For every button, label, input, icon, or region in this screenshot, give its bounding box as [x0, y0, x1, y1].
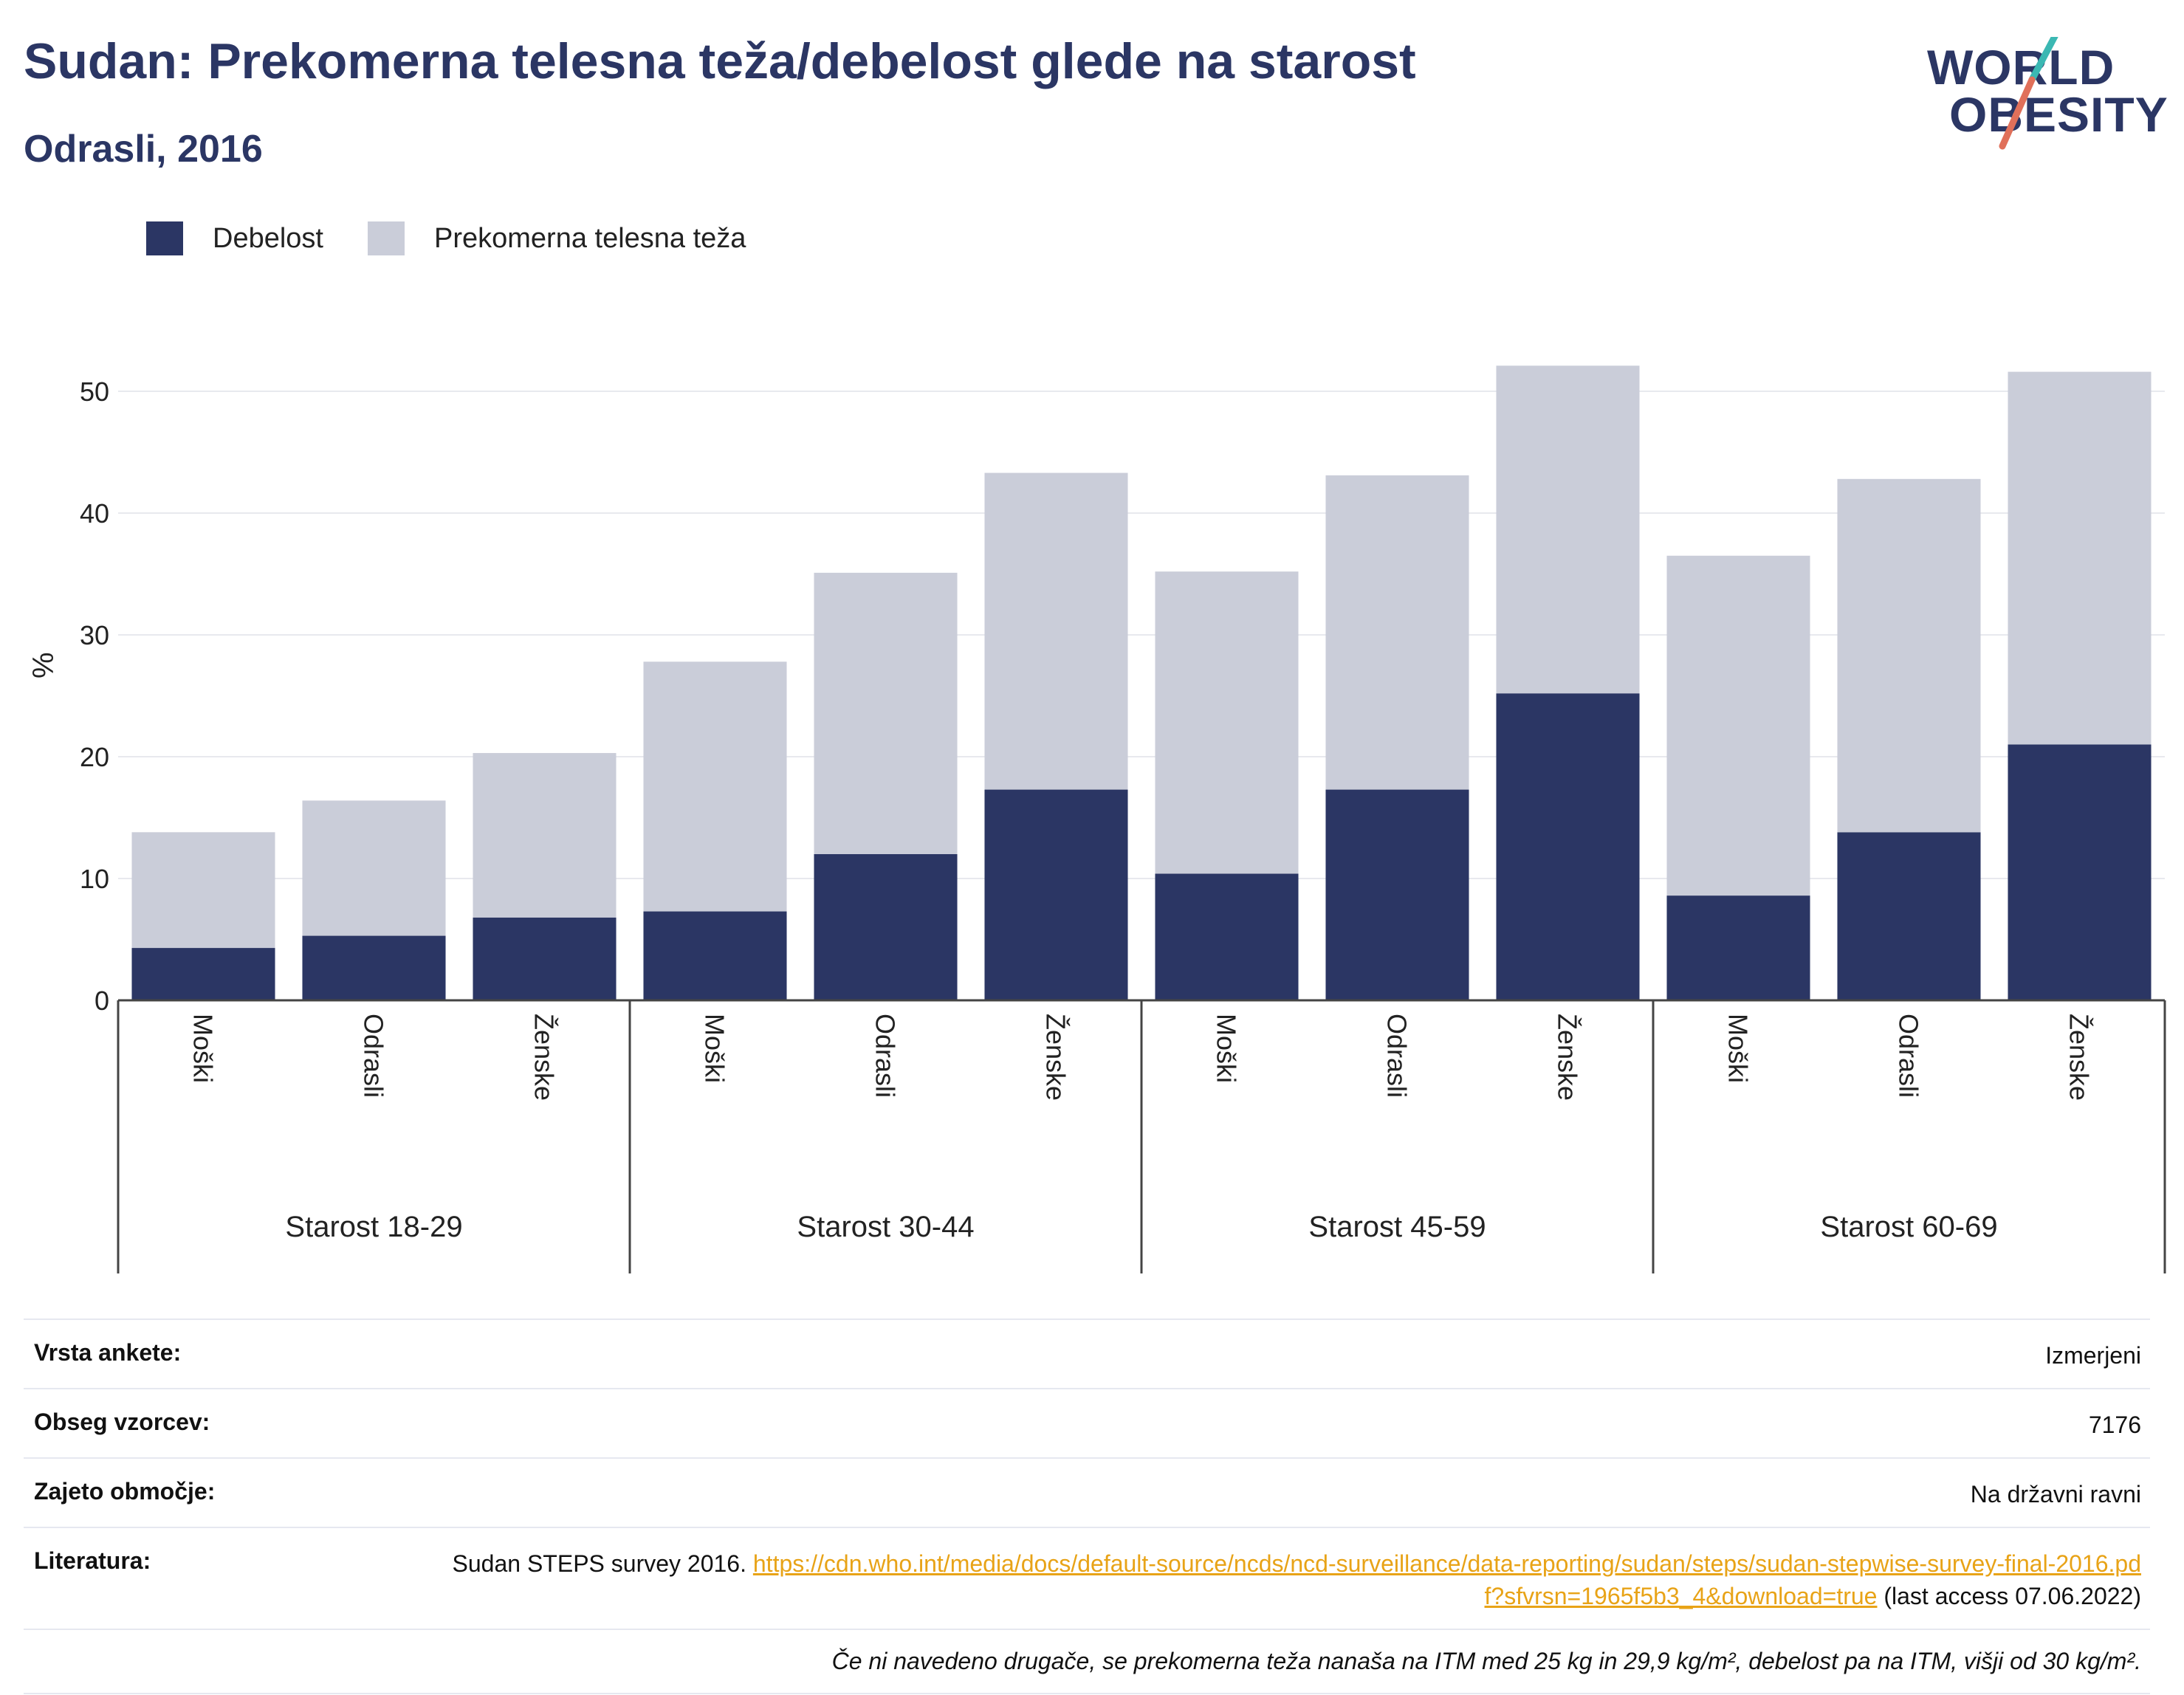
bar-overweight — [131, 832, 275, 949]
literature-text: Sudan STEPS survey 2016. — [452, 1550, 746, 1577]
metadata-table: Vrsta ankete: Izmerjeni Obseg vzorcev: 7… — [24, 1318, 2150, 1694]
stacked-bar-chart: 0 10 20 30 40 50% Moški Odrasli Ženske Moški Odras… — [27, 365, 2166, 1273]
bar-obesity — [814, 854, 958, 1000]
bar-obesity — [302, 935, 446, 1000]
logo-line-1: WORLD — [1927, 40, 2115, 94]
meta-value: 7176 — [2088, 1412, 2141, 1438]
literature-access: (last access 07.06.2022) — [1883, 1583, 2141, 1609]
bar-overweight — [473, 753, 617, 918]
y-tick-label: 0 — [95, 986, 109, 1016]
meta-row-survey-type: Vrsta ankete: Izmerjeni — [24, 1318, 2150, 1388]
bar-overweight — [1837, 478, 1981, 833]
world-obesity-logo: WORLD OBESITY — [1927, 37, 2168, 155]
y-tick-label: 40 — [80, 498, 109, 529]
chart-subtitle: Odrasli, 2016 — [24, 128, 263, 171]
x-category-label: Ženske — [529, 1014, 560, 1101]
bar-overweight — [814, 572, 958, 854]
meta-row-area: Zajeto območje: Na državni ravni — [24, 1457, 2150, 1527]
meta-label: Obseg vzorcev: — [34, 1409, 210, 1435]
meta-row-sample-size: Obseg vzorcev: 7176 — [24, 1388, 2150, 1457]
legend-label-overweight: Prekomerna telesna teža — [433, 222, 746, 254]
meta-value: Sudan STEPS survey 2016. https://cdn.who… — [443, 1547, 2141, 1612]
meta-value: Na državni ravni — [1970, 1481, 2141, 1507]
legend-swatch-overweight — [367, 221, 405, 255]
x-category-label: Odrasli — [1382, 1014, 1412, 1098]
literature-link[interactable]: https://cdn.who.int/media/docs/default-s… — [752, 1550, 2141, 1609]
chart-title: Sudan: Prekomerna telesna teža/debelost … — [24, 33, 1416, 89]
x-category-label: Moški — [1723, 1014, 1754, 1083]
bar-obesity — [1837, 832, 1981, 1000]
bar-overweight — [1155, 571, 1299, 874]
bar-obesity — [1155, 873, 1299, 1000]
bar-overweight — [302, 800, 446, 936]
legend-label-obesity: Debelost — [213, 222, 323, 254]
y-axis-label: % — [27, 652, 60, 678]
bar-obesity — [131, 948, 275, 1000]
x-category-label: Odrasli — [870, 1014, 901, 1098]
bar-overweight — [2008, 371, 2152, 745]
bar-overweight — [984, 472, 1128, 790]
meta-label: Literatura: — [34, 1547, 151, 1574]
bar-overweight — [1666, 555, 1810, 896]
bar-obesity — [643, 911, 787, 1000]
bar-overweight — [643, 661, 787, 912]
bar-obesity — [984, 789, 1128, 1000]
x-group-label: Starost 45-59 — [1308, 1211, 1486, 1243]
bar-overweight — [1496, 365, 1640, 694]
x-category-label: Ženske — [1553, 1014, 1583, 1101]
meta-label: Vrsta ankete: — [34, 1339, 182, 1366]
x-group-label: Starost 60-69 — [1820, 1211, 1997, 1243]
x-category-label: Moški — [1212, 1014, 1242, 1083]
x-category-label: Odrasli — [359, 1014, 389, 1098]
legend-swatch-obesity — [146, 221, 183, 255]
logo-line-2: OBESITY — [1949, 87, 2168, 142]
meta-row-literature: Literatura: Sudan STEPS survey 2016. htt… — [24, 1527, 2150, 1629]
x-group-label: Starost 30-44 — [797, 1211, 974, 1243]
bar-obesity — [473, 917, 617, 1000]
y-tick-label: 10 — [80, 864, 109, 894]
y-tick-label: 30 — [80, 620, 109, 650]
bar-obesity — [1666, 895, 1810, 1000]
logo-slash-icon — [1999, 37, 2058, 150]
chart-legend: Debelost Prekomerna telesna teža — [146, 220, 790, 257]
meta-value: Izmerjeni — [2045, 1342, 2141, 1369]
legend-item-overweight: Prekomerna telesna teža — [367, 221, 746, 255]
meta-label: Zajeto območje: — [34, 1478, 216, 1505]
y-tick-label: 20 — [80, 742, 109, 772]
x-category-label: Ženske — [1041, 1014, 1071, 1101]
bar-obesity — [1496, 693, 1640, 1000]
x-category-label: Ženske — [2064, 1014, 2095, 1101]
definition-note: Če ni navedeno drugače, se prekomerna te… — [24, 1629, 2150, 1694]
legend-item-obesity: Debelost — [146, 221, 323, 255]
bar-obesity — [1325, 789, 1469, 1000]
x-group-label: Starost 18-29 — [285, 1211, 462, 1243]
x-category-label: Moški — [700, 1014, 730, 1083]
y-tick-label: 50 — [80, 377, 109, 407]
bar-overweight — [1325, 475, 1469, 790]
bar-obesity — [2008, 744, 2152, 1000]
x-category-label: Moški — [188, 1014, 219, 1083]
x-category-label: Odrasli — [1894, 1014, 1924, 1098]
